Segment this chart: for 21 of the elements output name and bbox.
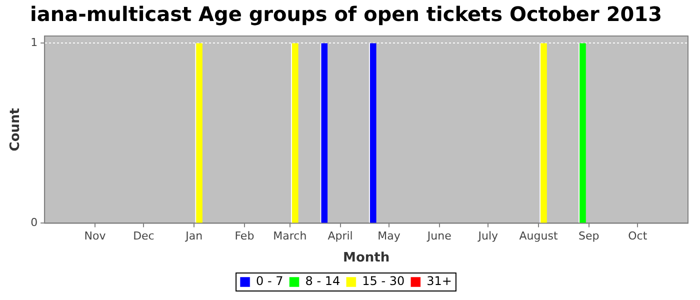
x-tick-label: April <box>328 230 353 243</box>
y-tick-label: 0 <box>30 216 38 230</box>
x-tick-label: Feb <box>234 230 254 243</box>
x-tick-label: June <box>426 230 452 243</box>
x-tick-label: May <box>378 230 401 243</box>
x-tick-label: Sep <box>578 230 600 243</box>
x-tick-label: March <box>273 230 307 243</box>
x-tick-label: August <box>519 230 558 243</box>
y-tick-label: 1 <box>30 36 38 50</box>
legend-label: 8 - 14 <box>305 274 340 288</box>
x-tick-label: July <box>477 230 499 243</box>
legend-label: 15 - 30 <box>362 274 405 288</box>
chart-title: iana-multicast Age groups of open tickets October 2013 <box>30 2 662 26</box>
legend-label: 0 - 7 <box>256 274 284 288</box>
x-axis-title: Month <box>343 250 390 266</box>
x-tick-label: Nov <box>84 230 106 243</box>
x-tick-label: Dec <box>133 230 154 243</box>
x-tick-label: Oct <box>628 230 648 243</box>
y-axis-title: Count <box>8 108 24 152</box>
x-tick-label: Jan <box>184 230 203 243</box>
legend-label: 31+ <box>426 274 452 288</box>
